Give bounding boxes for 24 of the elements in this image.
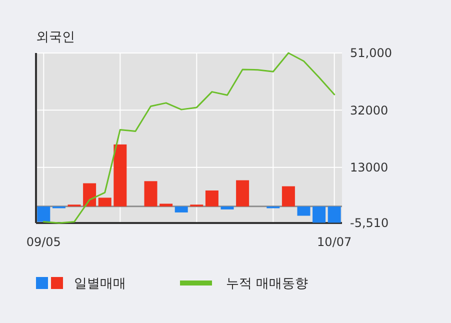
bar	[220, 206, 234, 210]
bar	[174, 206, 188, 212]
bar	[83, 183, 96, 206]
bar	[114, 144, 127, 206]
bar	[328, 206, 341, 223]
bar	[37, 206, 50, 222]
bar	[160, 204, 173, 206]
line-series	[42, 52, 336, 224]
bar	[282, 186, 295, 206]
bar	[236, 180, 250, 206]
bar	[98, 198, 112, 206]
y-tick-label: 51,000	[350, 46, 392, 60]
bar	[312, 206, 326, 223]
x-tick-label: 10/07	[317, 235, 352, 249]
y-tick-label: -5,510	[350, 216, 389, 230]
chart-title: 외국인	[36, 30, 75, 45]
y-tick-label: 32000	[350, 103, 388, 118]
legend-label: 누적 매매동향	[226, 276, 308, 292]
bar	[144, 181, 158, 206]
bar	[205, 190, 218, 206]
x-tick-label: 09/05	[26, 235, 61, 249]
bar	[297, 206, 310, 216]
legend-label: 일별매매	[74, 276, 126, 292]
y-tick-label: 13000	[350, 160, 388, 175]
